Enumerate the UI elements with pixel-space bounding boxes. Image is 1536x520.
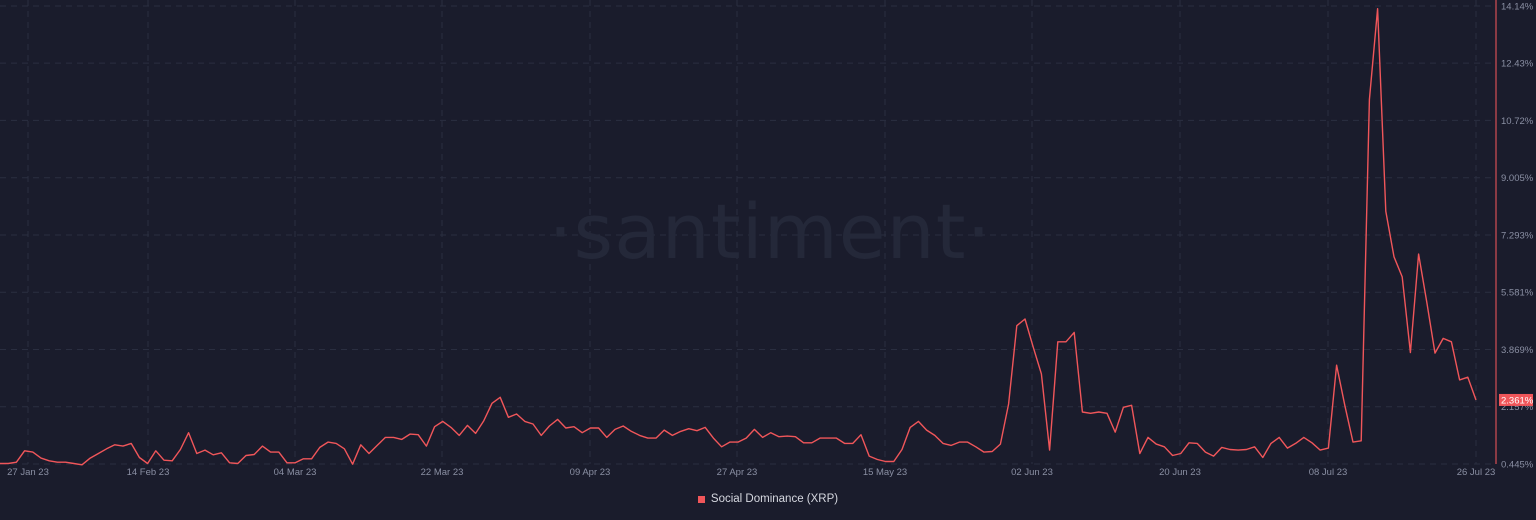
- svg-text:14 Feb 23: 14 Feb 23: [127, 467, 170, 478]
- svg-text:26 Jul 23: 26 Jul 23: [1457, 467, 1496, 478]
- svg-text:27 Jan 23: 27 Jan 23: [7, 467, 49, 478]
- svg-text:09 Apr 23: 09 Apr 23: [570, 467, 611, 478]
- svg-text:7.293%: 7.293%: [1501, 230, 1534, 241]
- x-axis-ticks: 27 Jan 23 14 Feb 23 04 Mar 23 22 Mar 23 09 A…: [7, 467, 1495, 478]
- series-line: [0, 7, 1477, 466]
- svg-text:15 May 23: 15 May 23: [863, 467, 907, 478]
- current-value-badge: 2.361%: [1499, 393, 1534, 406]
- grid-lines: [0, 0, 1496, 465]
- svg-text:27 Apr 23: 27 Apr 23: [717, 467, 758, 478]
- svg-text:3.869%: 3.869%: [1501, 345, 1534, 356]
- svg-text:22 Mar 23: 22 Mar 23: [421, 467, 464, 478]
- legend-label: Social Dominance (XRP): [710, 493, 839, 505]
- svg-text:2.361%: 2.361%: [1501, 395, 1534, 406]
- svg-text:5.581%: 5.581%: [1501, 288, 1534, 299]
- chart-legend[interactable]: Social Dominance (XRP): [0, 493, 1536, 505]
- svg-text:08 Jul 23: 08 Jul 23: [1309, 467, 1348, 478]
- svg-text:10.72%: 10.72%: [1501, 116, 1534, 127]
- svg-text:14.14%: 14.14%: [1501, 2, 1534, 13]
- svg-text:9.005%: 9.005%: [1501, 173, 1534, 184]
- santiment-watermark: ·santiment·: [548, 187, 991, 276]
- y-axis-ticks: 14.14% 12.43% 10.72% 9.005% 7.293% 5.581% 3.86…: [1501, 2, 1534, 471]
- svg-text:12.43%: 12.43%: [1501, 59, 1534, 70]
- svg-text:0.445%: 0.445%: [1501, 460, 1534, 471]
- svg-text:2.157%: 2.157%: [1501, 402, 1534, 413]
- legend-swatch-icon: [697, 495, 705, 503]
- svg-text:04 Mar 23: 04 Mar 23: [274, 467, 317, 478]
- svg-text:02 Jun 23: 02 Jun 23: [1011, 467, 1053, 478]
- svg-text:20 Jun 23: 20 Jun 23: [1159, 467, 1201, 478]
